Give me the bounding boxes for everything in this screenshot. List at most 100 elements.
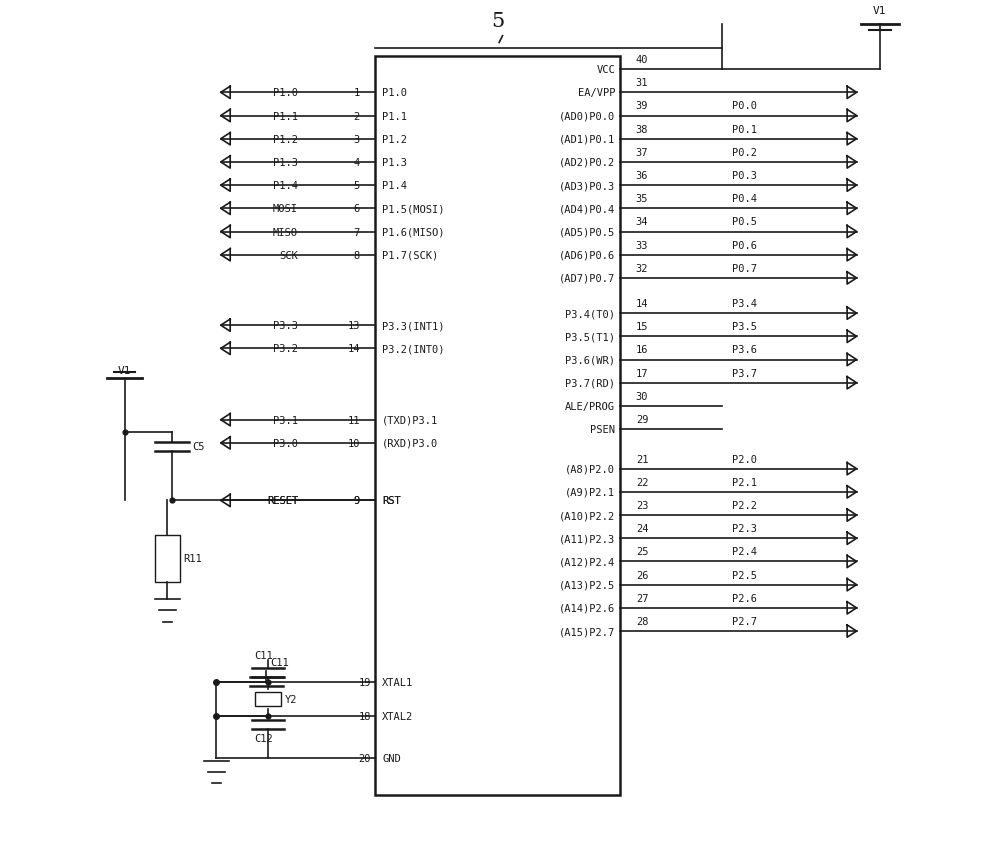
Text: P1.5(MOSI): P1.5(MOSI) <box>382 204 445 214</box>
Text: (AD0)P0.0: (AD0)P0.0 <box>559 111 615 121</box>
Text: 5: 5 <box>491 12 504 31</box>
Text: P3.6(WR): P3.6(WR) <box>565 355 615 365</box>
Text: (A11)P2.3: (A11)P2.3 <box>559 534 615 543</box>
Bar <box>155 536 180 582</box>
Text: P1.3: P1.3 <box>382 158 407 168</box>
Text: 14: 14 <box>636 299 648 308</box>
Text: C11: C11 <box>271 658 289 667</box>
Text: P0.1: P0.1 <box>732 125 757 134</box>
Text: P3.4: P3.4 <box>732 299 757 308</box>
Text: P0.2: P0.2 <box>732 147 757 158</box>
Text: 40: 40 <box>636 55 648 65</box>
Text: 15: 15 <box>636 322 648 331</box>
Text: P3.3(INT1): P3.3(INT1) <box>382 321 445 331</box>
Text: SCK: SCK <box>279 251 298 260</box>
Text: P0.4: P0.4 <box>732 194 757 204</box>
Text: P2.5: P2.5 <box>732 570 757 579</box>
Text: P0.0: P0.0 <box>732 102 757 111</box>
Text: RST: RST <box>382 496 401 506</box>
Text: P3.0: P3.0 <box>273 438 298 449</box>
Text: C12: C12 <box>254 734 273 743</box>
Text: 11: 11 <box>347 415 360 425</box>
Text: (AD4)P0.4: (AD4)P0.4 <box>559 204 615 214</box>
Text: P2.1: P2.1 <box>732 477 757 487</box>
Text: 36: 36 <box>636 170 648 181</box>
Text: 37: 37 <box>636 147 648 158</box>
Text: 19: 19 <box>359 677 371 687</box>
Text: P1.1: P1.1 <box>273 111 298 121</box>
Text: P3.2(INT0): P3.2(INT0) <box>382 344 445 354</box>
Text: 35: 35 <box>636 194 648 204</box>
Text: 33: 33 <box>636 240 648 251</box>
Text: P3.5(T1): P3.5(T1) <box>565 332 615 342</box>
Text: P2.4: P2.4 <box>732 547 757 557</box>
Text: P2.2: P2.2 <box>732 500 757 511</box>
Text: P3.1: P3.1 <box>273 415 298 425</box>
Text: 18: 18 <box>359 711 371 722</box>
Bar <box>375 57 620 796</box>
Text: 30: 30 <box>636 392 648 401</box>
Text: C5: C5 <box>192 442 205 452</box>
Text: 27: 27 <box>636 593 648 603</box>
Text: (TXD)P3.1: (TXD)P3.1 <box>382 415 439 425</box>
Text: P0.5: P0.5 <box>732 217 757 227</box>
Text: P1.1: P1.1 <box>382 111 407 121</box>
Text: P2.3: P2.3 <box>732 523 757 534</box>
Text: P3.7(RD): P3.7(RD) <box>565 378 615 388</box>
Text: 26: 26 <box>636 570 648 579</box>
Text: 8: 8 <box>354 251 360 260</box>
Text: 20: 20 <box>359 753 371 764</box>
Text: 22: 22 <box>636 477 648 487</box>
Text: GND: GND <box>382 753 401 764</box>
Text: 1: 1 <box>354 88 360 98</box>
Text: C11: C11 <box>254 651 273 660</box>
Text: V1: V1 <box>118 366 131 375</box>
Text: 23: 23 <box>636 500 648 511</box>
Text: 10: 10 <box>347 438 360 449</box>
Text: 5: 5 <box>354 181 360 191</box>
Text: 32: 32 <box>636 263 648 274</box>
Text: (AD3)P0.3: (AD3)P0.3 <box>559 181 615 191</box>
Text: 9: 9 <box>354 496 360 506</box>
Text: (AD2)P0.2: (AD2)P0.2 <box>559 158 615 168</box>
Text: 6: 6 <box>354 204 360 214</box>
Bar <box>255 692 281 706</box>
Text: 2: 2 <box>354 111 360 121</box>
Text: RESET: RESET <box>267 496 298 506</box>
Text: (A12)P2.4: (A12)P2.4 <box>559 557 615 567</box>
Text: P1.4: P1.4 <box>273 181 298 191</box>
Text: 25: 25 <box>636 547 648 557</box>
Text: (AD5)P0.5: (AD5)P0.5 <box>559 227 615 238</box>
Text: 16: 16 <box>636 345 648 355</box>
Text: P1.0: P1.0 <box>382 88 407 98</box>
Text: P3.5: P3.5 <box>732 322 757 331</box>
Text: (AD1)P0.1: (AD1)P0.1 <box>559 134 615 145</box>
Text: ALE/PROG: ALE/PROG <box>565 401 615 412</box>
Text: PSEN: PSEN <box>590 424 615 435</box>
Text: 7: 7 <box>354 227 360 238</box>
Text: 17: 17 <box>636 369 648 378</box>
Text: EA/VPP: EA/VPP <box>578 88 615 98</box>
Text: 14: 14 <box>347 344 360 354</box>
Text: 4: 4 <box>354 158 360 168</box>
Text: VCC: VCC <box>596 65 615 75</box>
Text: P1.2: P1.2 <box>382 134 407 145</box>
Text: RESET: RESET <box>267 496 298 506</box>
Text: V1: V1 <box>873 6 887 16</box>
Text: XTAL2: XTAL2 <box>382 711 414 722</box>
Text: R11: R11 <box>183 554 202 564</box>
Text: XTAL1: XTAL1 <box>382 677 414 687</box>
Text: P1.3: P1.3 <box>273 158 298 168</box>
Text: 9: 9 <box>354 496 360 506</box>
Text: (AD7)P0.7: (AD7)P0.7 <box>559 274 615 283</box>
Text: 29: 29 <box>636 414 648 424</box>
Text: P1.2: P1.2 <box>273 134 298 145</box>
Text: 31: 31 <box>636 78 648 88</box>
Text: P0.3: P0.3 <box>732 170 757 181</box>
Text: P1.4: P1.4 <box>382 181 407 191</box>
Text: (A9)P2.1: (A9)P2.1 <box>565 487 615 498</box>
Text: P1.6(MISO): P1.6(MISO) <box>382 227 445 238</box>
Text: P2.0: P2.0 <box>732 454 757 464</box>
Text: 28: 28 <box>636 616 648 626</box>
Text: 38: 38 <box>636 125 648 134</box>
